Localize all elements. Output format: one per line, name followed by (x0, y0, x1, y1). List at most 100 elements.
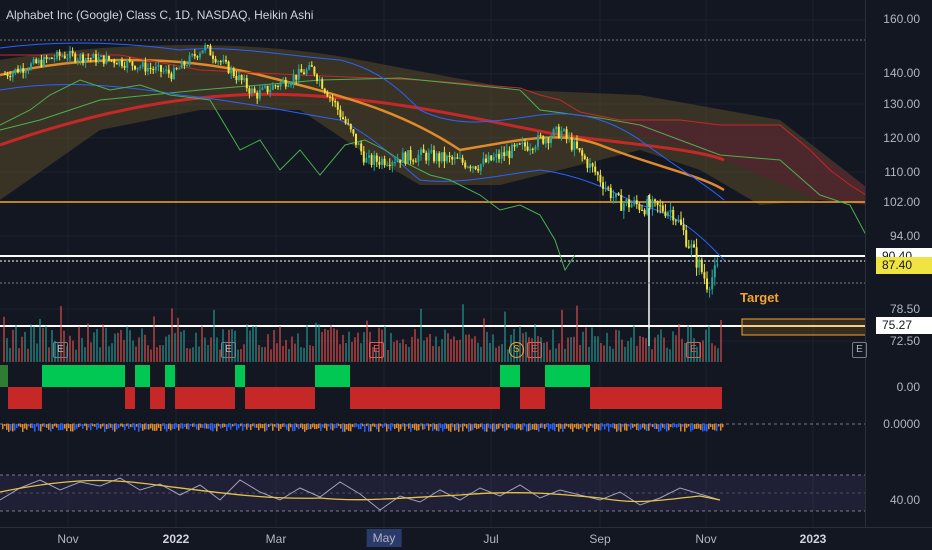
histogram-bar (604, 424, 606, 430)
trend-block-up (500, 365, 520, 387)
volume-bar (84, 347, 86, 362)
histogram-bar (14, 424, 16, 431)
candle-body (180, 61, 183, 69)
histogram-bar (64, 424, 66, 429)
volume-bar (177, 317, 179, 362)
candle-body (695, 247, 698, 268)
candle-body (274, 85, 277, 87)
volume-bar (375, 349, 377, 362)
candle-body (43, 56, 45, 67)
candle-body (40, 59, 43, 67)
volume-bar (183, 330, 185, 362)
candle-body (123, 66, 126, 68)
candle-body (544, 138, 547, 144)
candle-body (108, 55, 110, 60)
histogram-bar (356, 424, 358, 427)
earnings-badge-upcoming[interactable]: E (852, 342, 867, 358)
candle-body (284, 79, 287, 87)
candle-body (568, 137, 571, 139)
volume-bar (564, 348, 566, 362)
histogram-bar (488, 424, 490, 428)
histogram-bar (24, 424, 26, 429)
candle-body (615, 193, 617, 197)
candle-body (97, 57, 100, 63)
histogram-bar (522, 424, 524, 430)
histogram-bar (258, 424, 260, 431)
volume-bar (381, 329, 383, 362)
candle-body (375, 155, 378, 162)
volume-bar (81, 337, 83, 362)
volume-bar (216, 337, 218, 362)
volume-bar (438, 346, 440, 362)
candle-body (635, 200, 638, 205)
histogram-bar (518, 424, 520, 429)
candle-body (326, 92, 329, 97)
volume-bar (408, 347, 410, 362)
volume-bar (489, 342, 491, 362)
split-badge[interactable]: S (509, 342, 524, 358)
candle-body (313, 66, 316, 75)
target-label: Target (740, 290, 779, 305)
histogram-bar (344, 424, 346, 432)
volume-bar (213, 309, 215, 362)
candle-body (446, 155, 448, 162)
candle-body (464, 162, 467, 168)
histogram-bar (40, 424, 42, 432)
candle-body (487, 155, 490, 163)
earnings-badge[interactable]: E (221, 342, 236, 358)
histogram-bar (88, 424, 90, 428)
histogram-bar (370, 424, 372, 432)
volume-bar (717, 348, 719, 362)
candle-body (37, 59, 40, 64)
earnings-badge[interactable]: E (527, 342, 542, 358)
volume-bar (168, 334, 170, 362)
candle-body (534, 146, 537, 150)
histogram-bar (160, 424, 162, 431)
histogram-bar (648, 424, 650, 431)
histogram-bar (54, 424, 56, 427)
volume-bar (531, 338, 533, 362)
candle-body (230, 68, 233, 74)
histogram-bar (652, 424, 654, 428)
volume-bar (492, 334, 494, 362)
histogram-bar (470, 424, 472, 431)
candle-body (183, 61, 186, 66)
histogram-bar (212, 424, 214, 432)
volume-bar (468, 334, 470, 362)
volume-bar (102, 324, 104, 362)
histogram-bar (38, 424, 40, 431)
histogram-bar (18, 424, 20, 427)
volume-bar (159, 345, 161, 362)
candle-body (391, 162, 394, 166)
histogram-bar (668, 424, 670, 431)
histogram-bar (132, 424, 134, 428)
histogram-bar (162, 424, 164, 427)
candle-body (136, 67, 139, 70)
histogram-bar (116, 424, 118, 430)
histogram-bar (202, 424, 204, 428)
red-stepped-line (0, 54, 867, 196)
earnings-badge[interactable]: E (369, 342, 384, 358)
histogram-bar (662, 424, 664, 428)
volume-bar (201, 325, 203, 362)
candle-body (388, 164, 391, 166)
histogram-bar (660, 424, 662, 431)
volume-bar (528, 337, 530, 362)
histogram-bar (424, 424, 426, 430)
earnings-badge[interactable]: E (686, 342, 701, 358)
histogram-bar (634, 424, 636, 427)
candle-body (147, 68, 149, 72)
price-tick: 94.00 (889, 229, 920, 243)
earnings-badge[interactable]: E (53, 342, 68, 358)
time-axis[interactable]: Nov 2022 Mar May Jul Sep Nov 2023 (0, 527, 932, 550)
histogram-bar (208, 424, 210, 429)
volume-bar (42, 327, 44, 362)
histogram-bar (630, 424, 632, 430)
volume-bar (231, 329, 233, 362)
histogram-bar (282, 424, 284, 427)
histogram-bar (176, 424, 178, 428)
candle-body (69, 50, 71, 59)
candle-body (58, 51, 61, 56)
candle-body (667, 212, 669, 217)
